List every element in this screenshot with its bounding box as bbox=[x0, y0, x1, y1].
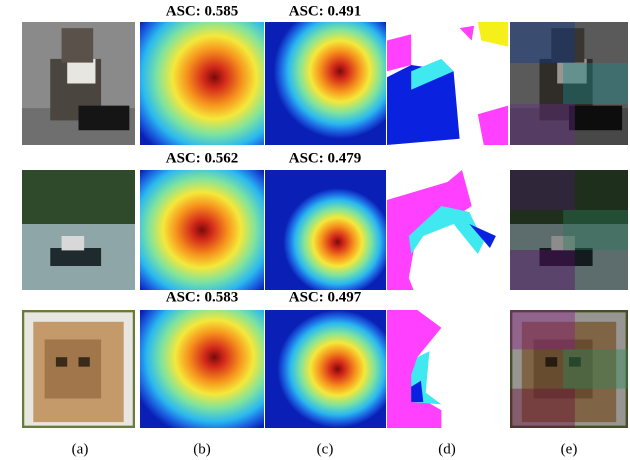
heatmap bbox=[140, 170, 264, 290]
segment bbox=[387, 34, 411, 71]
photo-region bbox=[79, 357, 90, 366]
overlay-tint bbox=[563, 63, 628, 104]
heatmap bbox=[265, 310, 386, 428]
caption: (c) bbox=[317, 441, 334, 457]
caption: (e) bbox=[561, 441, 578, 457]
asc-label: ASC: 0.583 bbox=[166, 289, 239, 305]
overlay-tint bbox=[510, 170, 575, 210]
asc-label: ASC: 0.562 bbox=[166, 150, 239, 166]
overlay-tint bbox=[510, 104, 575, 145]
photo-region bbox=[62, 236, 85, 250]
caption: (d) bbox=[438, 441, 456, 457]
heatmap bbox=[265, 170, 386, 290]
figure: ASC: 0.585 ASC: 0.491 ASC: 0.562 ASC: 0.… bbox=[0, 0, 630, 460]
caption: (a) bbox=[72, 441, 89, 457]
page: {"rows": [ {"asc_b": "ASC: 0.585", "asc_… bbox=[0, 0, 630, 460]
photo-region bbox=[45, 340, 102, 399]
image-grid bbox=[22, 22, 628, 428]
photo-region bbox=[50, 248, 101, 266]
overlay-tint bbox=[510, 310, 575, 349]
asc-label: ASC: 0.479 bbox=[289, 150, 362, 166]
overlay-tint bbox=[510, 250, 575, 290]
caption: (b) bbox=[193, 441, 211, 457]
photo-region bbox=[22, 170, 135, 224]
heatmap bbox=[140, 310, 264, 428]
overlay-tint bbox=[563, 210, 628, 250]
photo-region bbox=[56, 357, 67, 366]
asc-label: ASC: 0.491 bbox=[289, 3, 362, 19]
photo-region bbox=[67, 59, 95, 84]
overlay-tint bbox=[563, 349, 628, 388]
asc-label: ASC: 0.585 bbox=[166, 3, 239, 19]
heatmap bbox=[140, 22, 264, 145]
heatmap bbox=[265, 22, 386, 145]
overlay-tint bbox=[510, 22, 575, 63]
photo-region bbox=[62, 28, 94, 62]
asc-label: ASC: 0.497 bbox=[289, 289, 362, 305]
photo-region bbox=[79, 106, 130, 131]
overlay-tint bbox=[510, 389, 575, 428]
